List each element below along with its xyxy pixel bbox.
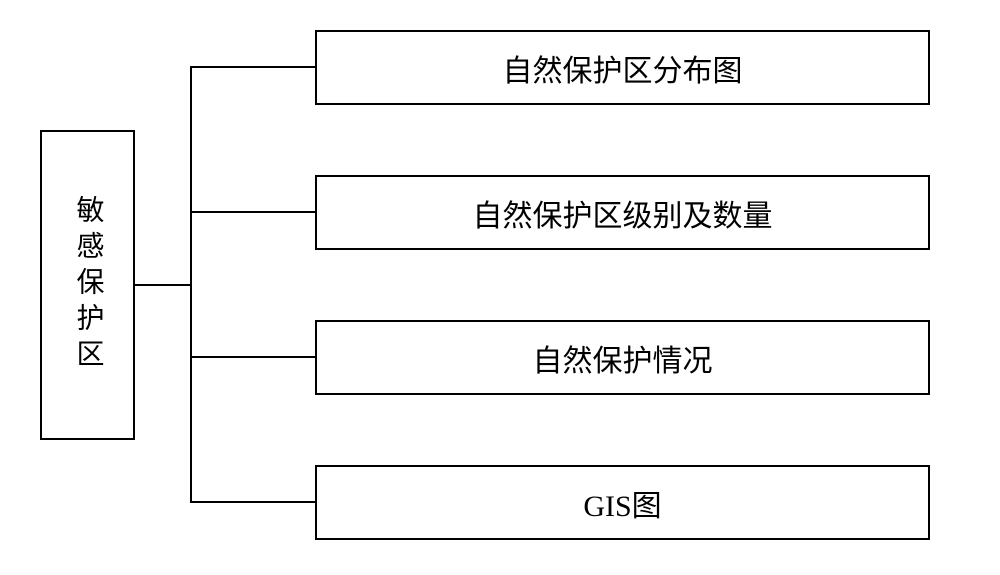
connector-branch — [190, 211, 315, 213]
connector-trunk — [190, 66, 192, 503]
root-label: 敏感保护区 — [68, 195, 108, 375]
child-label: 自然保护区级别及数量 — [473, 191, 773, 235]
connector-branch — [190, 356, 315, 358]
child-label: 自然保护情况 — [533, 336, 713, 380]
child-node: 自然保护区级别及数量 — [315, 175, 930, 250]
connector-branch — [190, 66, 315, 68]
tree-diagram: 敏感保护区 自然保护区分布图 自然保护区级别及数量 自然保护情况 GIS图 — [0, 0, 1000, 575]
child-node: 自然保护情况 — [315, 320, 930, 395]
root-node: 敏感保护区 — [40, 130, 135, 440]
child-label: 自然保护区分布图 — [503, 46, 743, 90]
child-label: GIS图 — [583, 481, 661, 525]
child-node: 自然保护区分布图 — [315, 30, 930, 105]
connector-branch — [190, 501, 315, 503]
child-node: GIS图 — [315, 465, 930, 540]
connector-root-trunk — [135, 284, 192, 286]
